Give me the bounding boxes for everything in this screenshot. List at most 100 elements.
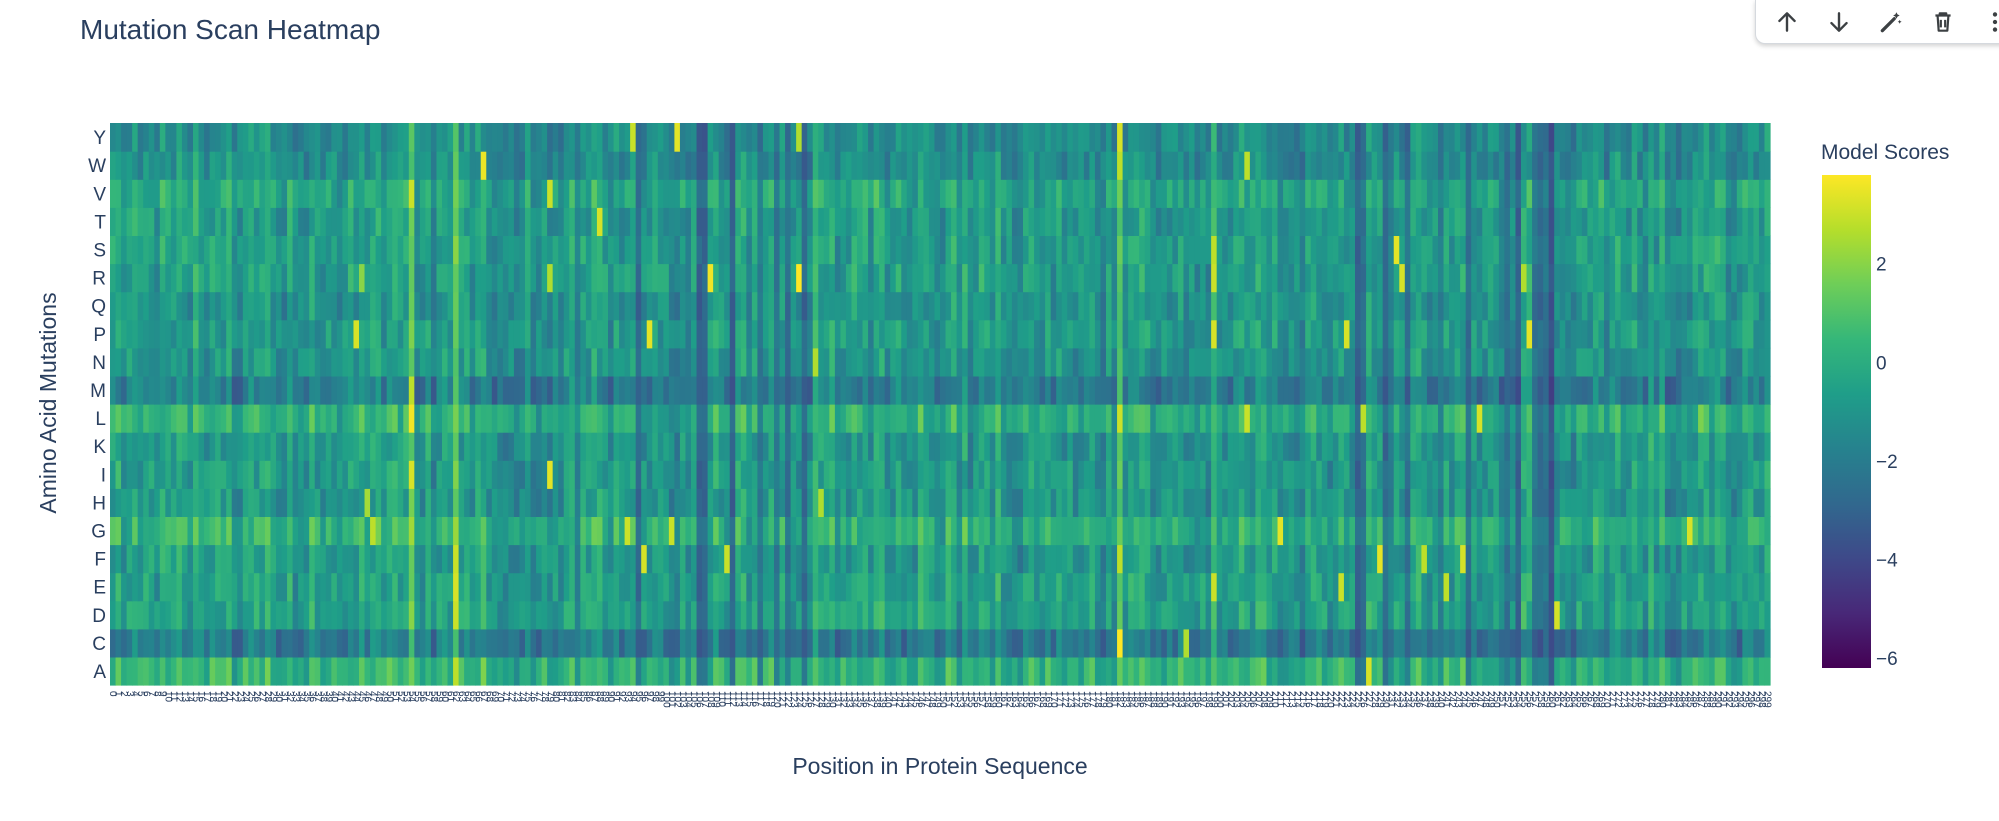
heatmap-cell — [215, 516, 222, 546]
heatmap-cell — [215, 319, 222, 349]
heatmap-cell — [596, 600, 604, 630]
heatmap-cell — [912, 572, 919, 602]
heatmap-cell — [1681, 432, 1688, 461]
heatmap-cell — [912, 516, 919, 546]
heatmap-cell — [1338, 460, 1345, 489]
heatmap-cell — [1017, 572, 1024, 602]
heatmap-cell — [696, 207, 703, 236]
heatmap-cell — [1006, 516, 1013, 546]
heatmap-cell — [1200, 460, 1207, 489]
heatmap-cell — [253, 516, 260, 546]
heatmap-cell — [1078, 572, 1085, 602]
heatmap-cell — [220, 488, 227, 517]
heatmap-cell — [569, 263, 576, 293]
heatmap-cell — [1559, 347, 1566, 377]
heatmap-cell — [132, 235, 139, 265]
heatmap-cell — [1559, 544, 1566, 574]
heatmap-cell — [724, 319, 731, 349]
heatmap-cell — [1615, 628, 1622, 658]
heatmap-cell — [436, 516, 443, 546]
heatmap-cell — [613, 432, 620, 461]
heatmap-cell — [1570, 460, 1577, 489]
heatmap-cell — [1598, 347, 1605, 377]
heatmap-cell — [1288, 263, 1295, 293]
heatmap-cell — [541, 628, 548, 658]
heatmap-cell — [408, 656, 415, 686]
delete-button[interactable] — [1928, 7, 1958, 37]
heatmap-cell — [215, 600, 222, 630]
heatmap-cell — [397, 432, 404, 461]
heatmap-cell — [536, 291, 543, 321]
heatmap-cell — [1493, 600, 1500, 630]
heatmap-cell — [895, 600, 902, 630]
heatmap-cell — [1017, 460, 1024, 489]
edit-button[interactable] — [1876, 7, 1906, 37]
heatmap-cell — [547, 628, 554, 658]
move-down-button[interactable] — [1824, 7, 1854, 37]
heatmap-cell — [347, 347, 355, 377]
heatmap-cell — [962, 207, 969, 236]
heatmap-cell — [525, 516, 532, 546]
heatmap-cell — [713, 656, 720, 686]
heatmap-cell — [657, 375, 664, 405]
heatmap-cell — [491, 291, 498, 321]
heatmap-cell — [1222, 488, 1229, 517]
heatmap-cell — [812, 600, 819, 630]
heatmap-cell — [890, 432, 897, 461]
heatmap-cell — [630, 207, 637, 236]
heatmap-cell — [619, 432, 626, 461]
heatmap-cell — [1183, 375, 1190, 405]
heatmap-cell — [1460, 347, 1467, 377]
heatmap-cell — [1609, 404, 1616, 433]
heatmap-cell — [1521, 572, 1528, 602]
heatmap-cell — [884, 656, 891, 686]
heatmap-cell — [497, 207, 504, 236]
heatmap-cell — [663, 656, 670, 686]
heatmap-cell — [1249, 319, 1256, 349]
heatmap-cell — [1382, 488, 1389, 517]
heatmap-cell — [1537, 516, 1544, 546]
heatmap-cell — [984, 347, 991, 377]
heatmap-cell — [491, 375, 498, 405]
heatmap-cell — [663, 404, 670, 433]
move-up-button[interactable] — [1772, 7, 1802, 37]
heatmap-cell — [436, 319, 443, 349]
heatmap-cell — [170, 207, 177, 236]
heatmap-cell — [1648, 235, 1655, 265]
heatmap-cell — [691, 235, 698, 265]
heatmap-cell — [1675, 235, 1683, 265]
heatmap-cell — [740, 404, 747, 433]
heatmap-cell — [242, 375, 249, 405]
heatmap-cell — [1238, 319, 1245, 349]
heatmap-cell — [121, 628, 128, 658]
heatmap-cell — [1421, 404, 1428, 433]
heatmap-cell — [851, 263, 858, 293]
heatmap-cell — [1687, 263, 1694, 293]
heatmap-cell — [1493, 404, 1500, 433]
heatmap-cell — [917, 375, 924, 405]
heatmap-cell — [248, 460, 255, 489]
heatmap-cell — [408, 432, 415, 461]
heatmap-cell — [807, 488, 814, 517]
heatmap-cell — [414, 207, 421, 236]
heatmap-cell — [126, 600, 133, 630]
heatmap-cell — [132, 488, 139, 517]
heatmap-cell — [370, 235, 377, 265]
heatmap-cell — [1659, 600, 1666, 630]
heatmap-cell — [569, 656, 576, 686]
heatmap-cell — [325, 432, 332, 461]
heatmap-cell — [663, 572, 670, 602]
more-options-button[interactable] — [1980, 7, 1999, 37]
heatmap-cell — [1249, 544, 1256, 574]
heatmap-cell — [989, 207, 996, 236]
heatmap-cell — [181, 235, 189, 265]
heatmap-cell — [1244, 404, 1251, 433]
heatmap-cell — [458, 347, 465, 377]
heatmap-cell — [1449, 319, 1456, 349]
heatmap-cell — [646, 432, 653, 461]
heatmap-cell — [1554, 656, 1561, 686]
heatmap-cell — [1388, 319, 1395, 349]
heatmap-cell — [1299, 291, 1306, 321]
heatmap-cell — [1371, 375, 1378, 405]
heatmap-cell — [729, 432, 736, 461]
